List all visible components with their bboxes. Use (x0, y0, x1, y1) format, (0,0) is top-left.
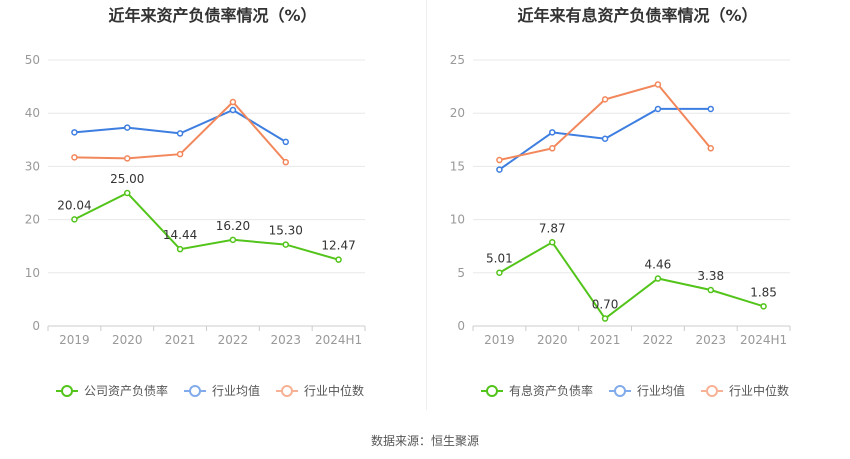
data-label: 20.04 (57, 198, 91, 212)
data-point (654, 275, 662, 282)
y-tick-label: 30 (25, 159, 40, 173)
x-tick-label: 2021 (165, 333, 196, 347)
data-point (282, 241, 289, 248)
legend-marker (486, 385, 498, 397)
chart-left-svg: 0 10 20 30 40 50 2019 2020 2021 2022 2023 2024H1 20.… (25, 53, 366, 398)
x-tick-label: 2020 (112, 333, 143, 347)
data-label: 3.38 (697, 269, 724, 283)
x-tick-label: 2024H1 (740, 333, 787, 347)
legend-label: 行业中位数 (304, 383, 364, 398)
x-tick-label: 2023 (270, 333, 301, 347)
data-point (760, 303, 767, 310)
data-point (124, 155, 131, 162)
source-note: 数据来源：恒生聚源 (370, 434, 479, 448)
data-point (496, 269, 503, 276)
data-point (124, 189, 131, 197)
data-point (229, 236, 237, 244)
chart-title: 近年来资产负债率情况（%） (108, 6, 317, 25)
legend-marker (281, 385, 293, 397)
panel-divider (426, 0, 427, 410)
data-point (654, 105, 662, 113)
data-point (549, 239, 556, 246)
data-point (601, 96, 609, 103)
data-point (707, 145, 714, 152)
series-line (73, 191, 339, 261)
data-point (601, 315, 609, 322)
data-point (229, 98, 237, 106)
chart-right: 近年来有息资产负债率情况（%） 0 5 10 15 20 25 2019 2020 2021 20… (425, 0, 850, 420)
data-point (124, 124, 131, 131)
legend-marker (706, 385, 718, 397)
data-label: 1.85 (750, 285, 777, 299)
data-label: 25.00 (110, 172, 144, 186)
data-label: 16.20 (216, 219, 250, 233)
data-label: 5.01 (486, 252, 513, 266)
data-point (496, 156, 503, 164)
x-tick-label: 2019 (59, 333, 90, 347)
data-point (707, 105, 714, 113)
y-tick-label: 20 (25, 213, 40, 227)
legend-label: 行业中位数 (729, 383, 789, 398)
data-point (496, 166, 503, 173)
data-point (71, 216, 78, 223)
data-point (71, 129, 78, 136)
data-point (176, 150, 184, 158)
data-point (71, 154, 78, 161)
data-point (282, 138, 289, 146)
x-tick-label: 2023 (695, 333, 726, 347)
y-tick-label: 10 (450, 213, 465, 227)
legend-marker (189, 385, 201, 397)
data-point (176, 130, 184, 137)
y-tick-label: 15 (450, 159, 465, 173)
data-point (549, 129, 556, 136)
y-tick-label: 0 (32, 319, 40, 333)
data-point (549, 145, 556, 152)
chart-right-svg: 0 5 10 15 20 25 2019 2020 2021 2022 2023 2024H1 5.01… (450, 53, 791, 398)
x-tick-label: 2022 (643, 333, 674, 347)
y-tick-label: 10 (25, 266, 40, 280)
x-tick-label: 2021 (590, 333, 621, 347)
legend-label: 行业均值 (212, 383, 260, 398)
data-label: 0.70 (592, 298, 619, 312)
data-label: 15.30 (269, 224, 303, 238)
data-point (707, 286, 714, 294)
x-tick-label: 2022 (218, 333, 249, 347)
data-label: 4.46 (645, 258, 672, 272)
x-tick-label: 2020 (537, 333, 568, 347)
y-tick-label: 20 (450, 106, 465, 120)
y-tick-label: 0 (457, 319, 465, 333)
data-point (229, 106, 237, 114)
y-tick-label: 50 (25, 53, 40, 67)
data-label: 12.47 (321, 239, 355, 253)
legend-marker (614, 385, 626, 397)
data-label: 7.87 (539, 221, 566, 235)
series-line (499, 83, 712, 161)
data-point (282, 158, 289, 166)
data-point (601, 135, 609, 142)
data-point (654, 81, 662, 88)
legend-label: 有息资产负债率 (509, 383, 593, 398)
x-tick-label: 2024H1 (315, 333, 362, 347)
series-line (498, 240, 764, 321)
legend-label: 行业均值 (637, 383, 685, 398)
y-tick-label: 5 (457, 266, 465, 280)
data-point (176, 245, 184, 253)
chart-title: 近年来有息资产负债率情况（%） (517, 6, 758, 25)
x-tick-label: 2019 (484, 333, 515, 347)
data-label: 14.44 (163, 228, 197, 242)
y-tick-label: 25 (450, 53, 465, 67)
data-point (335, 256, 342, 263)
y-tick-label: 40 (25, 106, 40, 120)
chart-left: 近年来资产负债率情况（%） 0 10 20 30 40 50 2019 2020 2021 202… (0, 0, 425, 420)
legend-marker (61, 385, 73, 397)
legend-label: 公司资产负债率 (84, 383, 168, 398)
